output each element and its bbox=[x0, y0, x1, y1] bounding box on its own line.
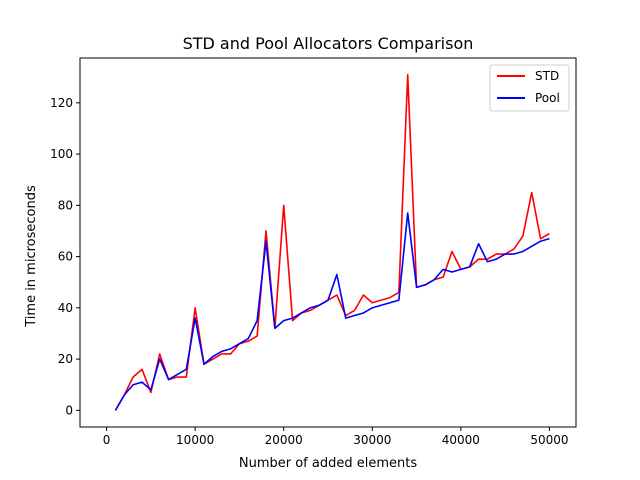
y-tick-label: 60 bbox=[58, 250, 73, 264]
y-tick-label: 40 bbox=[58, 301, 73, 315]
y-tick-label: 0 bbox=[65, 403, 73, 417]
x-tick-label: 0 bbox=[103, 433, 111, 447]
legend-label-pool: Pool bbox=[535, 91, 560, 105]
y-tick-label: 120 bbox=[50, 96, 73, 110]
y-tick-label: 100 bbox=[50, 147, 73, 161]
y-axis-label: Time in microseconds bbox=[24, 185, 39, 328]
legend-label-std: STD bbox=[535, 69, 559, 83]
x-tick-label: 20000 bbox=[265, 433, 303, 447]
x-axis-label: Number of added elements bbox=[239, 456, 417, 471]
axis-ticks: 0 10000 20000 30000 40000 50000 0 20 40 60 80 100 12… bbox=[50, 96, 568, 447]
series-line-pool bbox=[114, 212, 550, 411]
x-tick-label: 40000 bbox=[442, 433, 480, 447]
x-tick-label: 50000 bbox=[530, 433, 568, 447]
legend: STD Pool bbox=[489, 64, 570, 112]
x-tick-label: 30000 bbox=[353, 433, 391, 447]
series-lines bbox=[114, 73, 550, 411]
plot-frame bbox=[79, 57, 577, 428]
y-tick-label: 20 bbox=[58, 352, 73, 366]
x-tick-label: 10000 bbox=[176, 433, 214, 447]
chart-title: STD and Pool Allocators Comparison bbox=[183, 34, 474, 53]
y-tick-label: 80 bbox=[58, 198, 73, 212]
